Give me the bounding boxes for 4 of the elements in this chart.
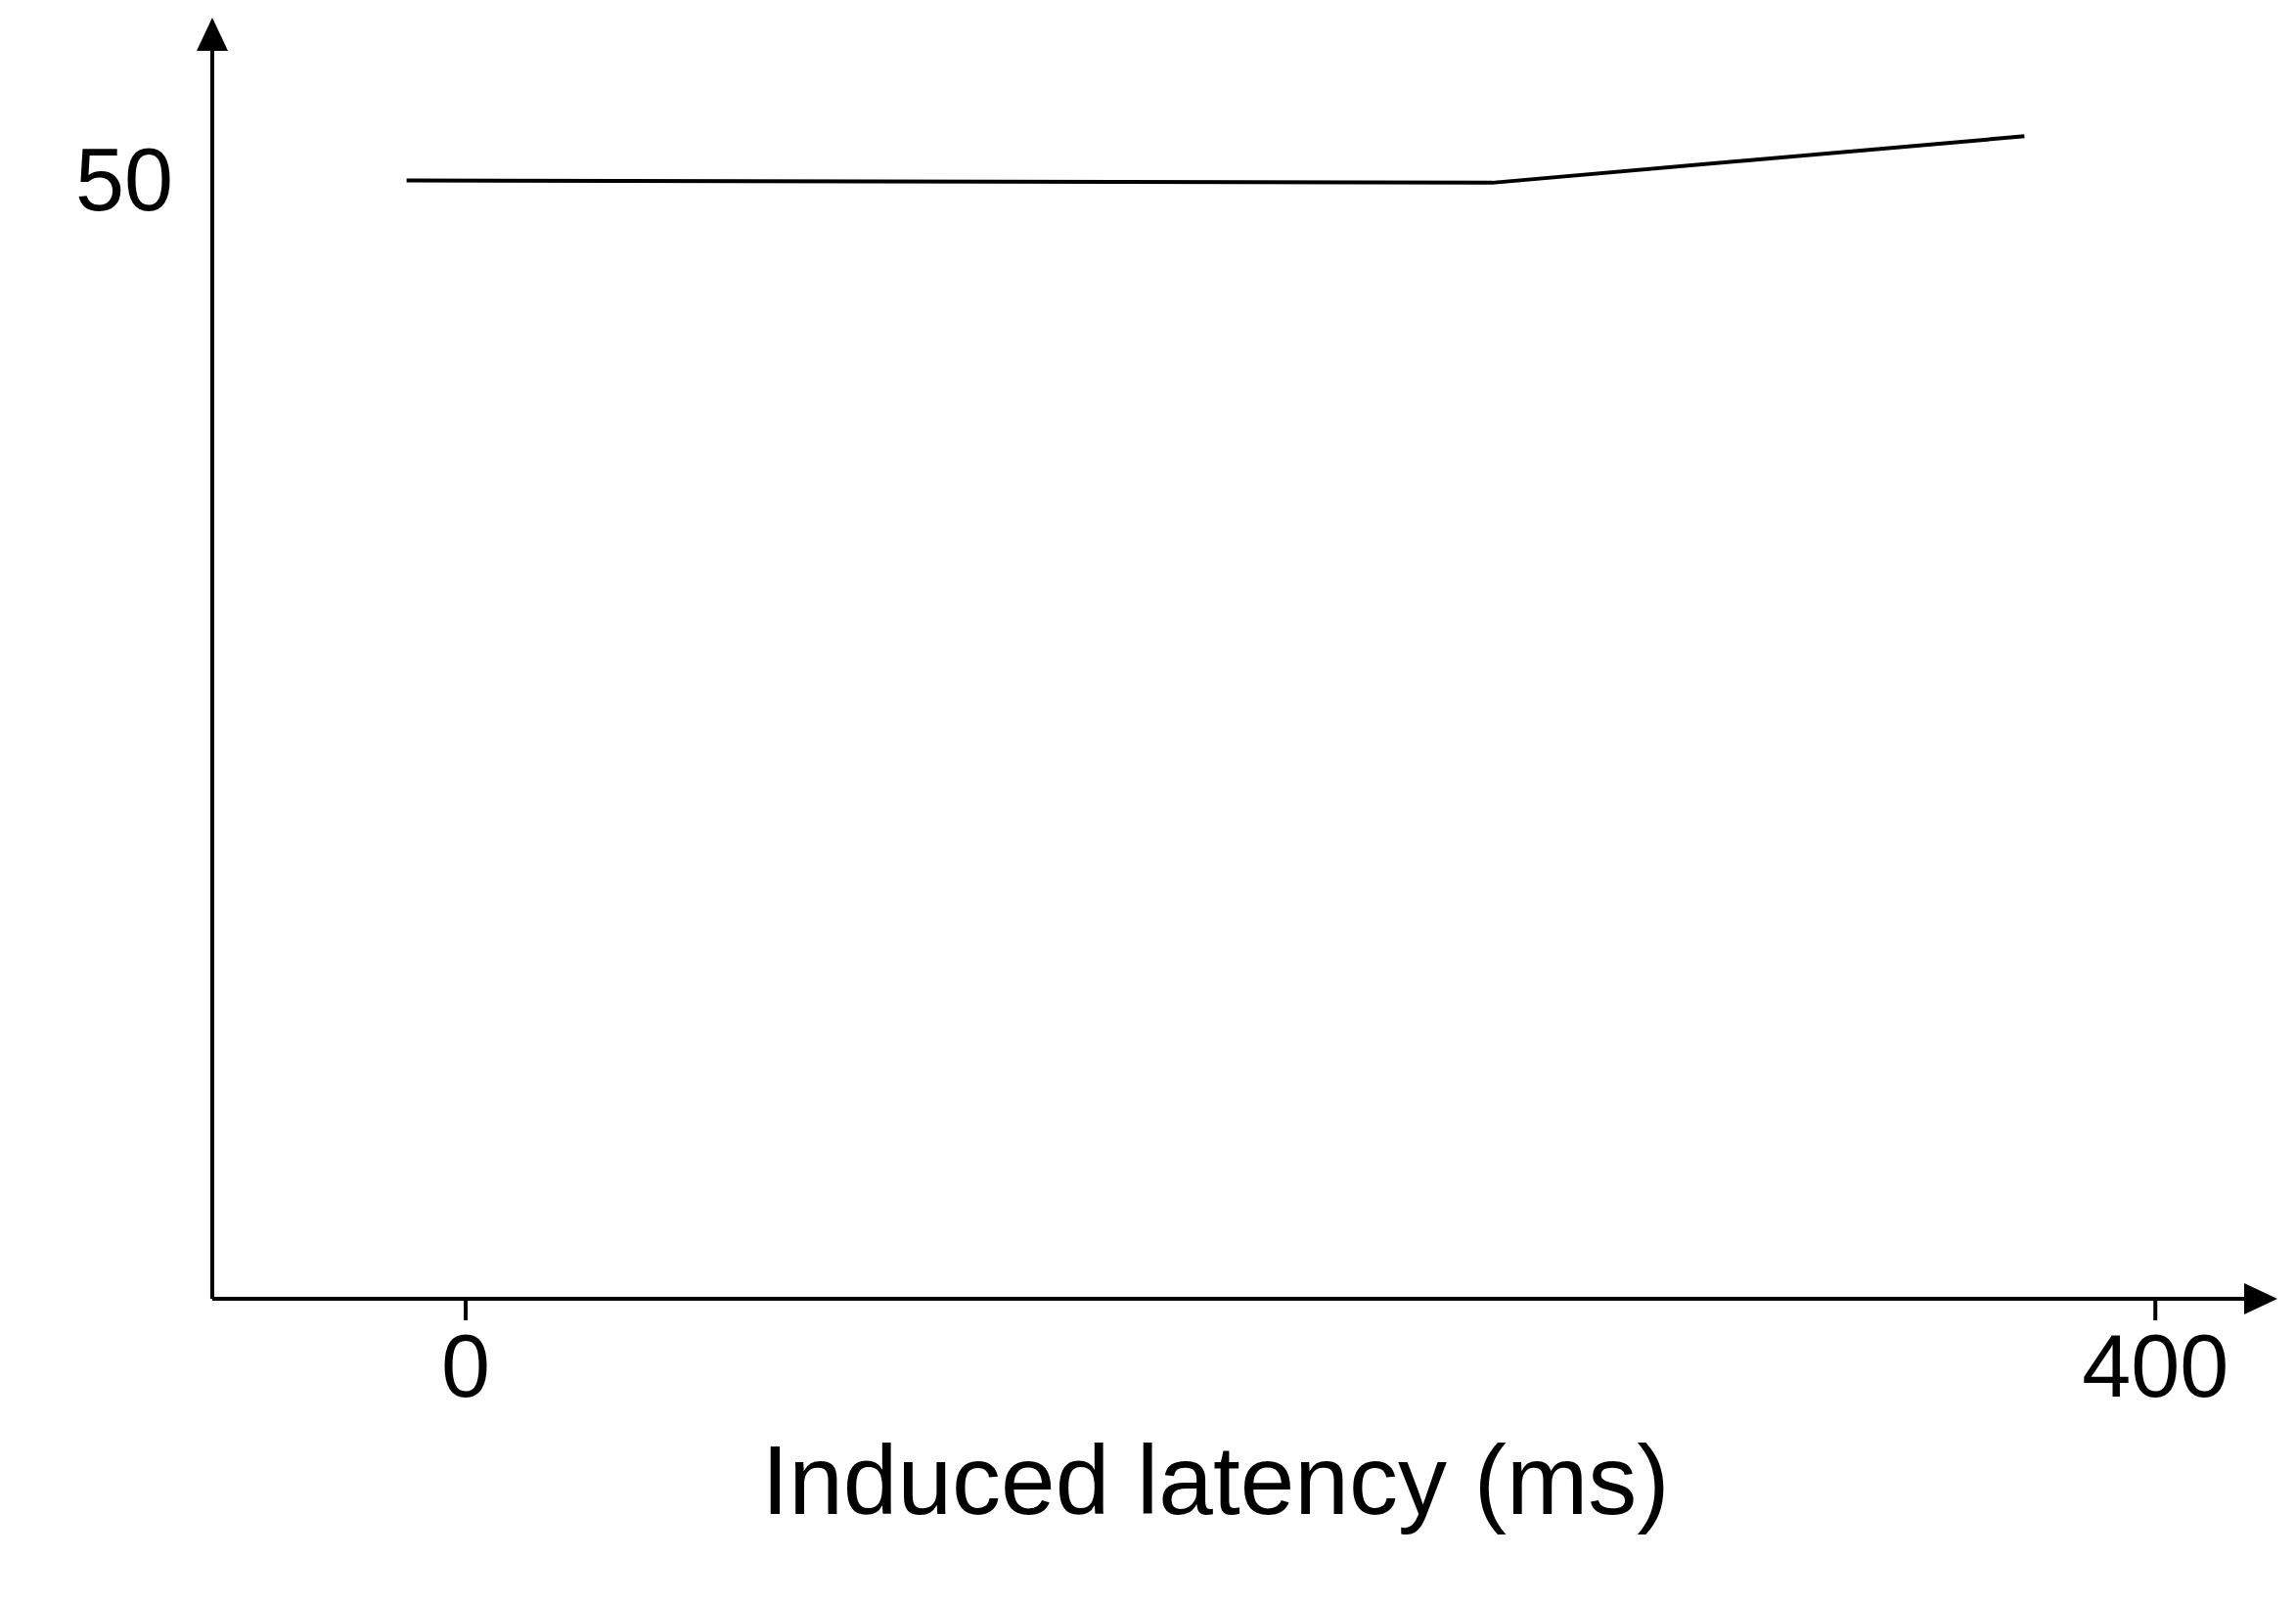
text: 50	[74, 131, 173, 230]
x-axis-title: Induced latency (ms)	[761, 1425, 1670, 1534]
x-tick-label: 0	[441, 1316, 491, 1415]
x-tick-label: 400	[2082, 1316, 2229, 1415]
